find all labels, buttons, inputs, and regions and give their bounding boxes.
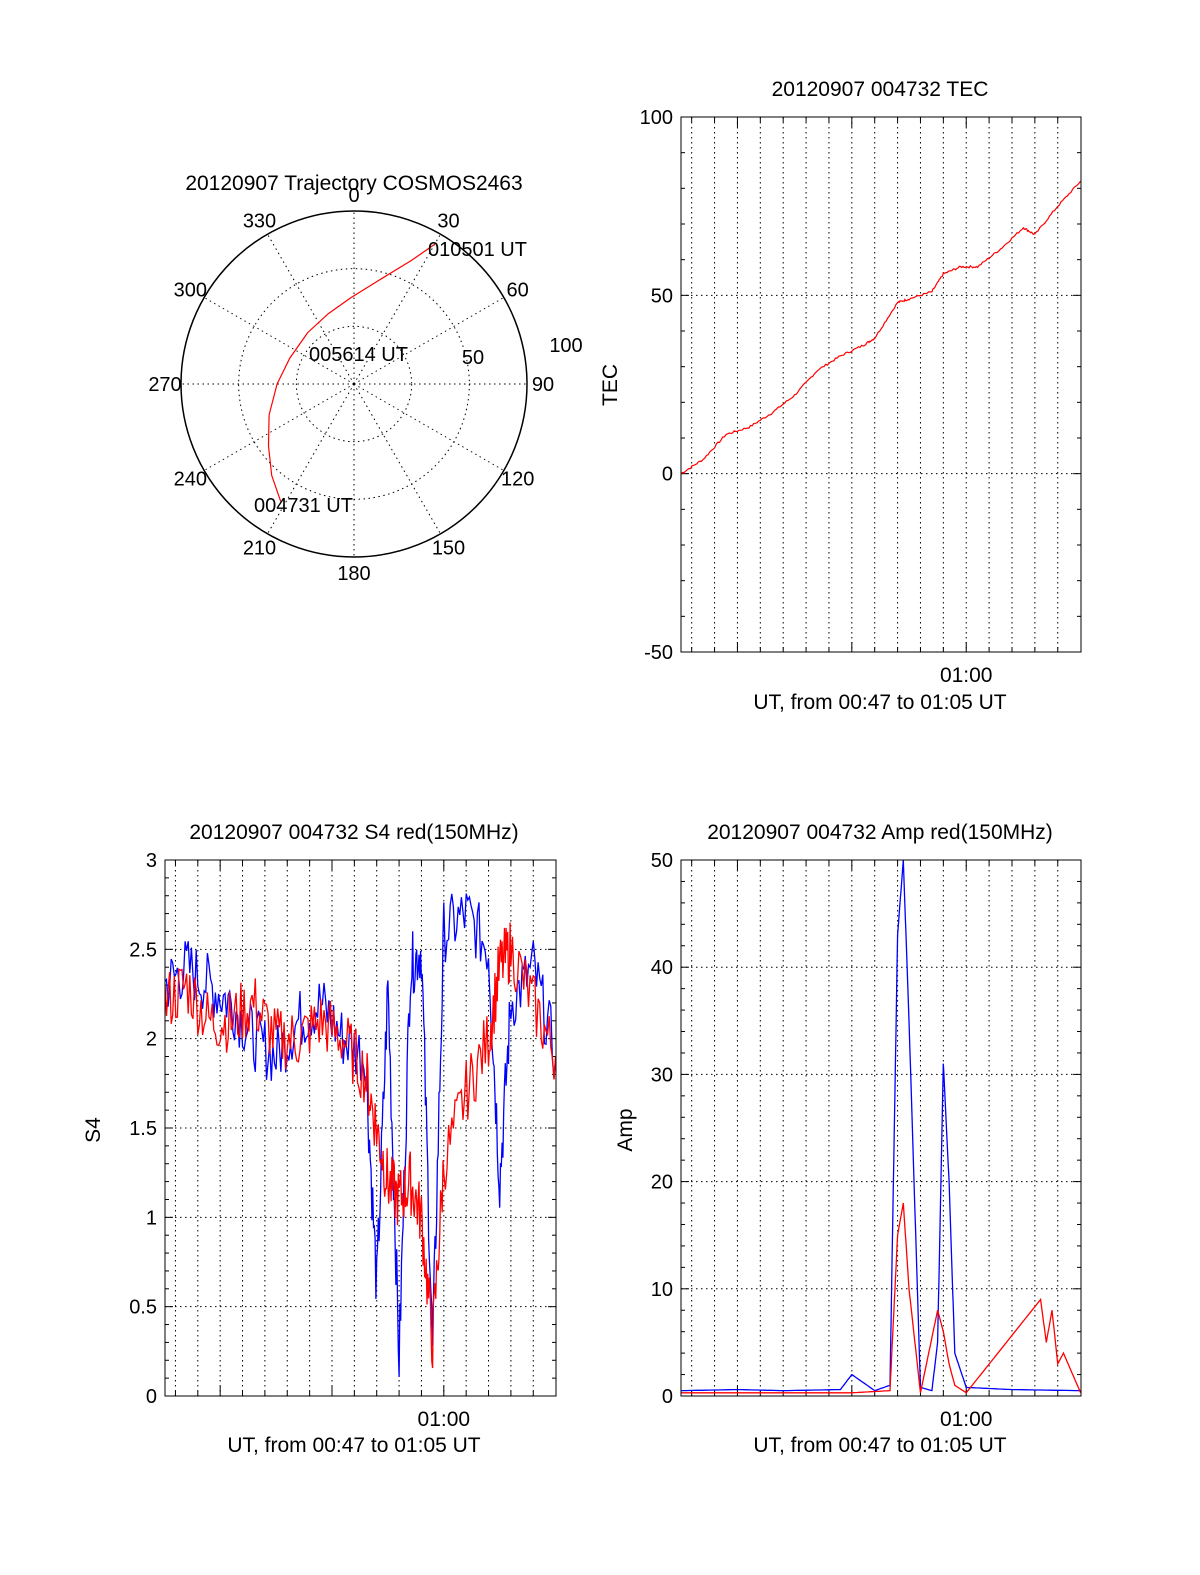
amp-series-group: [681, 860, 1081, 1394]
polar-start-time-label: 004731 UT: [254, 495, 353, 517]
tec-series-group: [681, 180, 1081, 475]
s4-ytick-label-3: 3: [146, 850, 157, 872]
tec-chart: 20120907 004732 TEC TEC UT, from 00:47 t…: [599, 78, 1082, 714]
s4-xtick-label-01:00: 01:00: [418, 1408, 471, 1431]
polar-azimuth-label-270: 270: [148, 374, 181, 396]
s4-ytick-label-0.5: 0.5: [129, 1297, 157, 1319]
s4-title: 20120907 004732 S4 red(150MHz): [189, 821, 518, 844]
polar-azimuth-label-90: 90: [532, 374, 554, 396]
s4-ytick-label-0: 0: [146, 1386, 157, 1408]
tec-ytick-label-0: 0: [662, 464, 673, 486]
amp-series-2: [681, 1202, 1081, 1394]
amp-plot-frame: [680, 859, 1082, 1397]
s4-chart: 20120907 004732 S4 red(150MHz) S4 UT, fr…: [82, 821, 557, 1457]
polar-spoke-300: [203, 297, 355, 385]
polar-title: 20120907 Trajectory COSMOS2463: [185, 172, 522, 195]
amp-ytick-label-10: 10: [651, 1279, 673, 1301]
amp-title: 20120907 004732 Amp red(150MHz): [707, 821, 1053, 844]
polar-azimuth-label-180: 180: [337, 563, 370, 585]
tec-ytick-label--50: -50: [644, 642, 673, 664]
s4-ytick-label-2.5: 2.5: [129, 939, 157, 961]
tec-ylabel: TEC: [599, 364, 622, 406]
tec-ytick-label-100: 100: [640, 107, 673, 129]
polar-spoke-120: [353, 383, 505, 471]
polar-trajectory-chart: 20120907 Trajectory COSMOS2463 0 30 60 90 12…: [148, 172, 582, 585]
tec-xtick-label-01:00: 01:00: [940, 664, 993, 687]
polar-azimuth-label-60: 60: [507, 280, 529, 302]
s4-series-1: [165, 893, 556, 1378]
polar-azimuth-label-150: 150: [432, 538, 465, 560]
polar-azimuth-label-210: 210: [243, 538, 276, 560]
polar-azimuth-label-0: 0: [348, 185, 359, 207]
amp-ytick-label-50: 50: [651, 850, 673, 872]
amp-xtick-label-01:00: 01:00: [940, 1408, 993, 1431]
s4-ytick-label-1.5: 1.5: [129, 1118, 157, 1140]
s4-xlabel: UT, from 00:47 to 01:05 UT: [227, 1434, 480, 1457]
amp-ylabel: Amp: [614, 1108, 637, 1151]
polar-spoke-330: [267, 233, 355, 385]
s4-series-2: [165, 922, 556, 1369]
amp-ytick-label-40: 40: [651, 957, 673, 979]
polar-spoke-240: [203, 383, 355, 471]
s4-ytick-label-1: 1: [146, 1207, 157, 1229]
s4-ylabel: S4: [82, 1117, 105, 1143]
polar-trajectory-series: [267, 243, 436, 502]
s4-series-group: [165, 893, 556, 1378]
s4-ytick-label-2: 2: [146, 1029, 157, 1051]
tec-xlabel: UT, from 00:47 to 01:05 UT: [753, 691, 1006, 714]
polar-azimuth-label-30: 30: [437, 210, 459, 232]
tec-series-1: [681, 180, 1081, 475]
polar-spoke-30: [353, 233, 441, 385]
polar-azimuth-label-330: 330: [243, 210, 276, 232]
amp-series-1: [681, 860, 1081, 1392]
polar-spoke-60: [353, 297, 505, 385]
polar-ring-1: [295, 325, 413, 443]
amp-xlabel: UT, from 00:47 to 01:05 UT: [753, 1434, 1006, 1457]
polar-azimuth-label-120: 120: [501, 469, 534, 491]
tec-ytick-label-50: 50: [651, 285, 673, 307]
amp-chart: 20120907 004732 Amp red(150MHz) Amp UT, …: [614, 821, 1082, 1457]
polar-spoke-150: [353, 383, 441, 535]
tec-title: 20120907 004732 TEC: [772, 78, 989, 101]
polar-grid: [181, 211, 527, 557]
tec-plot-frame: [680, 116, 1082, 653]
polar-outer-circle: [180, 210, 528, 558]
polar-azimuth-label-240: 240: [174, 469, 207, 491]
polar-radial-label-50: 50: [462, 347, 484, 369]
polar-radial-label-100: 100: [549, 335, 582, 357]
amp-ytick-label-20: 20: [651, 1172, 673, 1194]
amp-ytick-label-30: 30: [651, 1064, 673, 1086]
polar-azimuth-label-300: 300: [174, 280, 207, 302]
polar-mid-time-label: 005614 UT: [309, 344, 408, 366]
amp-ytick-label-0: 0: [662, 1386, 673, 1408]
polar-end-time-label: 010501 UT: [428, 239, 527, 261]
s4-plot-frame: [164, 859, 557, 1397]
polar-azimuth-labels: 0 30 60 90 120 150 180 210 240 270 300 330: [148, 185, 554, 585]
polar-spoke-210: [267, 383, 355, 535]
